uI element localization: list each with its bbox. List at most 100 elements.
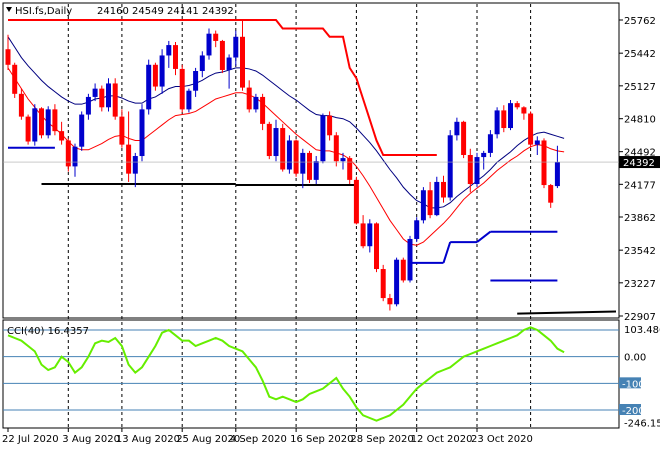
- candle-body: [173, 45, 178, 69]
- bottom-line: [517, 310, 617, 315]
- candle-body: [139, 109, 145, 157]
- candle-body: [213, 33, 219, 41]
- current-price-label: 24392: [623, 158, 655, 169]
- candle-body: [333, 135, 339, 162]
- candle-body: [487, 134, 493, 153]
- cci-tick-highlight: [619, 404, 641, 415]
- candle-body: [18, 93, 24, 117]
- candle-body: [528, 113, 534, 145]
- candle-body: [447, 135, 453, 198]
- candle-body: [59, 131, 65, 141]
- symbol-label: HSI.fs,Daily: [15, 6, 72, 17]
- candle-body: [508, 103, 513, 129]
- candle-body: [307, 152, 312, 180]
- candle-body: [253, 96, 259, 110]
- cci-tick-label: 0.00: [624, 353, 646, 364]
- candle-body: [132, 156, 138, 174]
- candle-body: [119, 116, 125, 145]
- candle-body: [179, 68, 185, 110]
- candle-body: [380, 269, 386, 299]
- candle-body: [467, 154, 473, 185]
- candle-body: [186, 90, 192, 110]
- candle-body: [300, 152, 306, 174]
- candle-body: [454, 121, 460, 136]
- candle-body: [85, 96, 91, 115]
- date-label: 4 Sep 2020: [230, 434, 287, 445]
- candle-body: [240, 36, 245, 88]
- candle-body: [12, 64, 18, 94]
- candle-body: [286, 140, 292, 170]
- candle-body: [32, 108, 38, 142]
- chart-header: HSI.fs,Daily 24160 24549 24141 24392: [6, 6, 234, 17]
- support-line: [442, 241, 452, 264]
- date-label: 25 Aug 2020: [176, 434, 240, 445]
- candle-body: [554, 162, 560, 187]
- candle-body: [99, 88, 105, 108]
- candle-body: [501, 110, 507, 129]
- candle-body: [226, 57, 232, 70]
- candle-body: [400, 259, 406, 281]
- candle-body: [233, 36, 239, 58]
- candle-body: [340, 158, 346, 162]
- price-tick-label: 22907: [624, 312, 656, 323]
- cci-tick-label: 103.4863: [624, 325, 660, 336]
- sar-series: [8, 19, 437, 156]
- date-label: 13 Aug 2020: [116, 434, 180, 445]
- candle-body: [5, 49, 11, 65]
- support-lines: [8, 146, 617, 315]
- sar-line: [8, 19, 437, 156]
- candle-body: [92, 88, 98, 97]
- candle-body: [474, 157, 480, 185]
- candle-body: [199, 55, 205, 72]
- candle-body: [246, 87, 252, 110]
- candle-body: [273, 128, 279, 157]
- candle-body: [166, 45, 172, 56]
- candle-body: [126, 144, 132, 174]
- candle-body: [79, 114, 85, 147]
- cci-axis: 103.4863 0.00 -100 -200-246.1590: [619, 325, 660, 429]
- price-tick-label: 23862: [624, 213, 656, 224]
- cci-tick-highlight: [619, 377, 641, 389]
- date-label: 22 Jul 2020: [2, 434, 59, 445]
- ma-red-series: [7, 67, 565, 246]
- candle-body: [494, 110, 500, 135]
- price-tick-label: 25127: [624, 82, 656, 93]
- candle-body: [152, 64, 158, 87]
- date-label: 16 Sep 2020: [290, 434, 353, 445]
- candles: [5, 20, 560, 311]
- price-tick-label: 24492: [624, 148, 656, 159]
- candle-body: [360, 223, 366, 247]
- candle-body: [260, 96, 266, 124]
- candle-body: [434, 181, 440, 216]
- candle-body: [206, 33, 212, 56]
- current-price-marker: 24392: [619, 156, 660, 169]
- candle-body: [159, 55, 165, 87]
- candle-body: [313, 161, 319, 180]
- date-label: 23 Oct 2020: [471, 434, 533, 445]
- price-tick-label: 25442: [624, 49, 656, 60]
- candle-body: [548, 185, 554, 203]
- candle-body: [387, 298, 393, 305]
- candle-body: [266, 123, 272, 157]
- cci-series: [7, 326, 565, 422]
- candle-body: [320, 115, 326, 162]
- candle-body: [347, 158, 353, 180]
- candle-body: [541, 140, 547, 186]
- price-tick-label: 23542: [624, 246, 656, 257]
- cci-panel-frame: [2, 319, 620, 429]
- candle-body: [219, 40, 225, 70]
- date-label: 3 Aug 2020: [62, 434, 120, 445]
- candle-body: [72, 146, 78, 167]
- candle-body: [407, 238, 413, 281]
- candle-body: [25, 116, 31, 142]
- candle-body: [521, 107, 527, 114]
- candle-body: [280, 128, 286, 170]
- candle-body: [45, 109, 51, 136]
- candle-body: [65, 140, 71, 167]
- candle-body: [193, 71, 199, 91]
- candle-body: [461, 121, 467, 155]
- candle-body: [367, 223, 373, 247]
